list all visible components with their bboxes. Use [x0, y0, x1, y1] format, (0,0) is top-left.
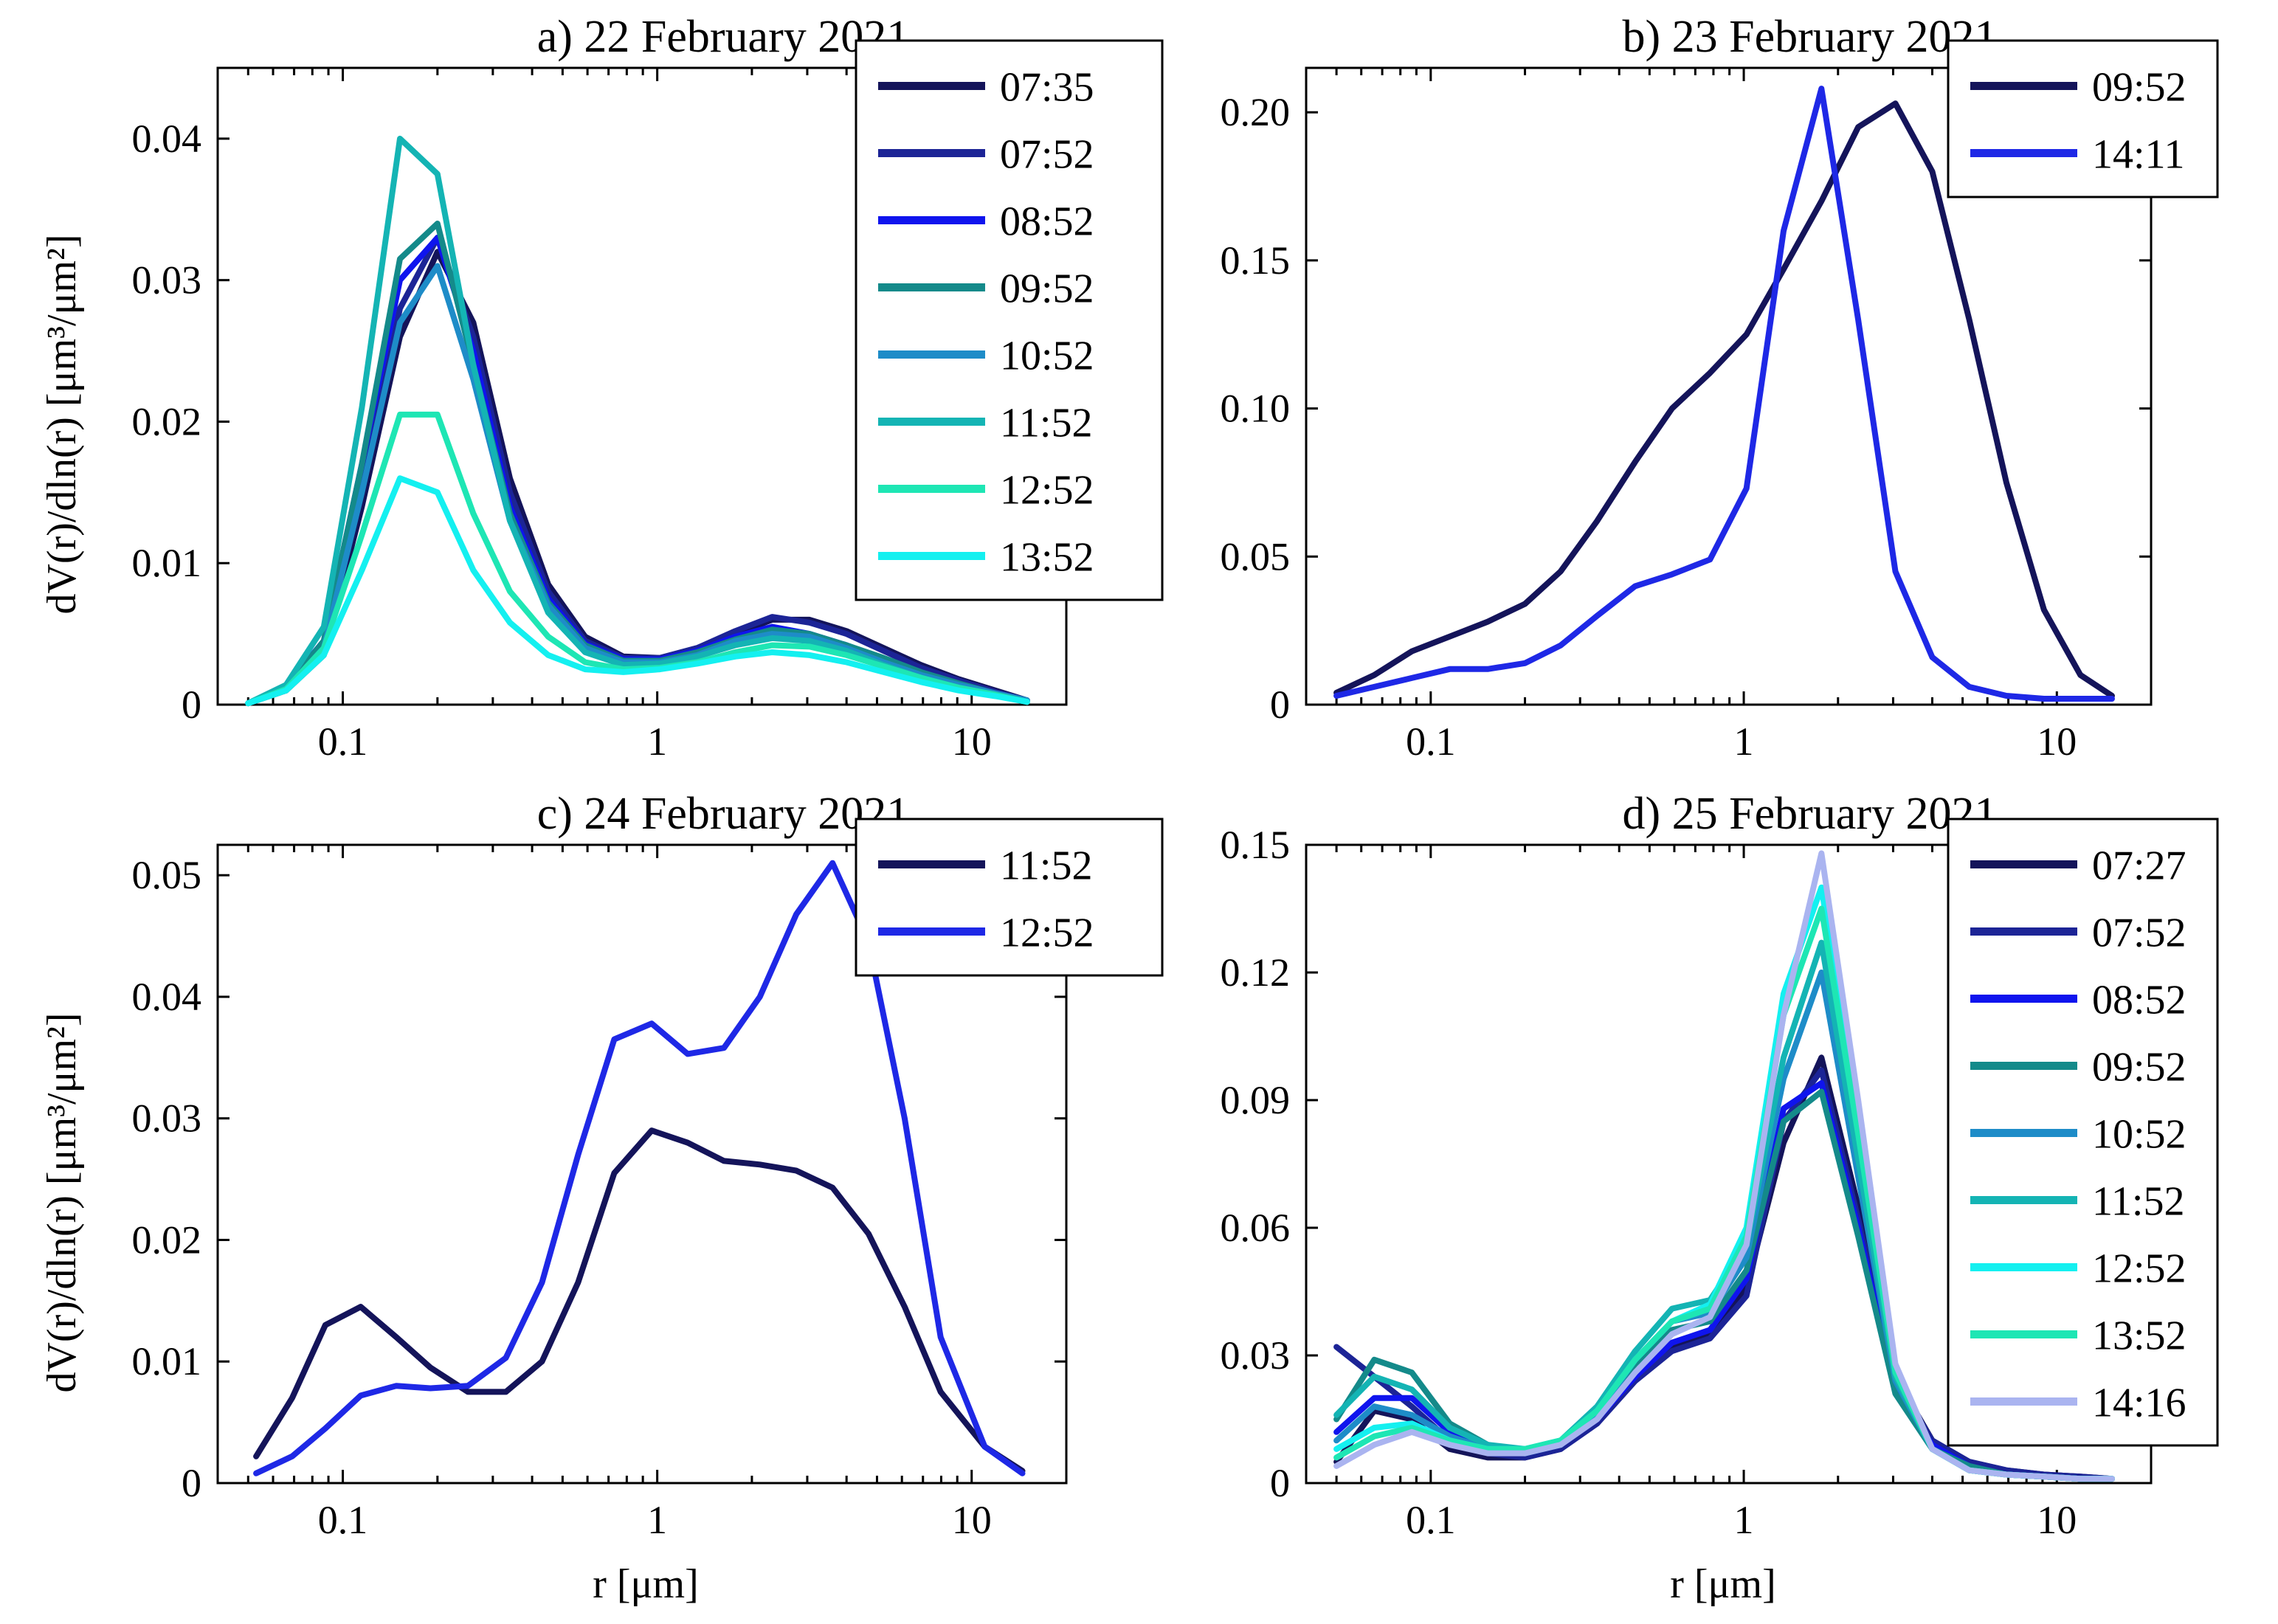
legend-label: 10:52 — [1000, 334, 1094, 379]
series-line-1352 — [245, 475, 1030, 707]
legend-label: 13:52 — [1000, 535, 1094, 581]
legend: 07:35 07:52 08:52 09:52 10:52 11:52 12:52 13:52 — [855, 39, 1164, 601]
legend-label: 07:35 — [1000, 65, 1094, 111]
y-tick-label: 0.06 — [1221, 1206, 1291, 1250]
panel-c: 0 0.01 0.02 0.03 0.04 0.05 0.1 1 10 c) 24 Februar… — [132, 789, 1164, 1542]
legend-label: 08:52 — [1000, 199, 1094, 245]
panel-title: c) 24 February 2021 — [537, 789, 909, 839]
y-axis-label-bottom: dV(r)/dln(r) [μm³/μm²] — [39, 1012, 85, 1392]
legend-label: 07:52 — [2092, 911, 2186, 956]
x-tick-label: 0.1 — [1406, 719, 1456, 764]
series-line-1411 — [1333, 86, 2115, 702]
y-tick-label: 0.01 — [132, 1339, 202, 1383]
legend: 09:52 14:11 — [1947, 39, 2219, 198]
y-tick-label: 0 — [182, 1461, 201, 1505]
legend: 11:52 12:52 — [855, 818, 1164, 977]
y-tick-label: 0.05 — [132, 853, 202, 897]
series-line-1252 — [253, 860, 1026, 1476]
y-tick-label: 0.10 — [1221, 387, 1291, 431]
legend-label: 11:52 — [2092, 1179, 2184, 1225]
y-tick-label: 0.01 — [132, 541, 202, 585]
x-tick-label: 10 — [2037, 1498, 2077, 1542]
legend-label: 09:52 — [2092, 65, 2186, 111]
x-tick-label: 1 — [647, 1498, 667, 1542]
y-tick-label: 0.09 — [1221, 1078, 1291, 1122]
y-tick-label: 0.03 — [132, 1096, 202, 1141]
legend-label: 10:52 — [2092, 1112, 2186, 1158]
legend-box — [1947, 39, 2219, 198]
x-tick-label: 1 — [1734, 719, 1754, 764]
panel-title: b) 23 February 2021 — [1623, 12, 1998, 62]
panel-d: 0 0.03 0.06 0.09 0.12 0.15 0.1 1 10 d) 25 Februar… — [1221, 789, 2219, 1542]
legend-label: 12:52 — [1000, 911, 1094, 956]
y-tick-label: 0 — [1270, 683, 1290, 727]
legend-label: 14:11 — [2092, 132, 2184, 178]
x-axis-label-right: r [μm] — [1670, 1561, 1776, 1607]
y-tick-label: 0 — [1270, 1461, 1290, 1505]
x-tick-label: 10 — [952, 719, 992, 764]
legend-label: 11:52 — [1000, 843, 1092, 889]
y-tick-label: 0.02 — [132, 1217, 202, 1262]
y-tick-label: 0.03 — [1221, 1333, 1291, 1378]
y-axis-label-top: dV(r)/dln(r) [μm³/μm²] — [39, 234, 85, 614]
y-tick-label: 0.15 — [1221, 823, 1291, 867]
panel-a: 0 0.01 0.02 0.03 0.04 0.1 1 10 a) 22 February 20… — [132, 12, 1164, 764]
legend-label: 07:52 — [1000, 132, 1094, 178]
legend-label: 11:52 — [1000, 401, 1092, 446]
legend-label: 12:52 — [2092, 1246, 2186, 1292]
legend-label: 14:16 — [2092, 1381, 2186, 1426]
x-tick-label: 0.1 — [318, 719, 368, 764]
x-tick-label: 1 — [647, 719, 667, 764]
legend-label: 08:52 — [2092, 978, 2186, 1023]
legend-label: 07:27 — [2092, 843, 2186, 889]
panel-title: a) 22 February 2021 — [537, 12, 909, 62]
x-tick-label: 10 — [952, 1498, 992, 1542]
y-tick-label: 0.04 — [132, 117, 202, 161]
x-axis-label-left: r [μm] — [593, 1561, 699, 1607]
legend-label: 09:52 — [1000, 266, 1094, 312]
legend-box — [855, 818, 1164, 977]
legend-label: 13:52 — [2092, 1313, 2186, 1359]
y-tick-label: 0.15 — [1221, 238, 1291, 283]
x-tick-label: 10 — [2037, 719, 2077, 764]
y-tick-label: 0 — [182, 683, 201, 727]
x-tick-label: 0.1 — [1406, 1498, 1456, 1542]
series-line-1152 — [253, 1127, 1026, 1474]
y-tick-label: 0.12 — [1221, 950, 1291, 995]
x-tick-label: 0.1 — [318, 1498, 368, 1542]
legend-label: 09:52 — [2092, 1045, 2186, 1091]
y-tick-label: 0.20 — [1221, 90, 1291, 134]
y-tick-label: 0.03 — [132, 258, 202, 303]
y-tick-label: 0.04 — [132, 975, 202, 1019]
series-line-1416 — [1333, 850, 2115, 1482]
y-tick-label: 0.05 — [1221, 534, 1291, 578]
x-tick-label: 1 — [1734, 1498, 1754, 1542]
y-tick-label: 0.02 — [132, 399, 202, 443]
series-line-0952 — [1333, 100, 2115, 699]
legend-box — [855, 39, 1164, 601]
panel-b: 0 0.05 0.10 0.15 0.20 0.1 1 10 b) 23 February 20… — [1221, 12, 2219, 764]
legend-label: 12:52 — [1000, 468, 1094, 514]
legend: 07:27 07:52 08:52 09:52 10:52 11:52 12:52 13:52… — [1947, 818, 2219, 1447]
panel-title: d) 25 February 2021 — [1623, 789, 1998, 839]
